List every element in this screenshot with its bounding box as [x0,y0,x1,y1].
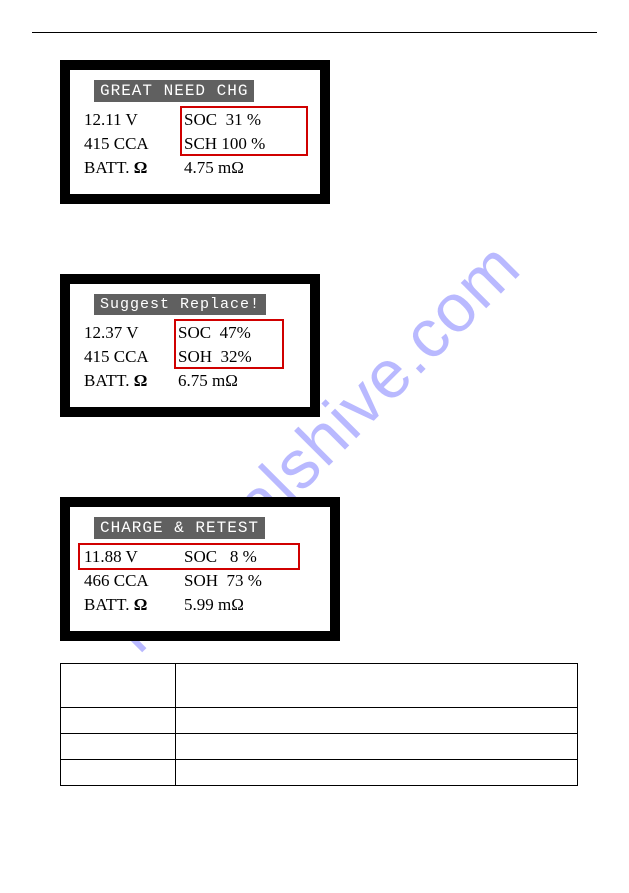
soh-cell: SOH 32% [178,347,296,367]
batt-label: BATT. Ω [84,371,178,391]
readout-grid: 11.88 V SOC 8 % 466 CCA SOH 73 % BATT. Ω… [84,545,316,617]
soh-value: 32% [221,347,252,366]
table-cell [176,664,578,708]
soh-label: SOH [184,571,218,590]
soc-value: 47% [220,323,251,342]
display-title: GREAT NEED CHG [94,80,254,102]
resistance-value: 6.75 mΩ [178,371,296,391]
readout-row: 12.11 V SOC 31 % [84,108,306,132]
voltage-value: 11.88 V [84,547,184,567]
table-cell [61,734,176,760]
sch-cell: SCH 100 % [184,134,306,154]
omega-icon: Ω [134,595,148,614]
soh-label: SOH [178,347,212,366]
readout-row: BATT. Ω 5.99 mΩ [84,593,316,617]
soh-cell: SOH 73 % [184,571,316,591]
page-content: GREAT NEED CHG 12.11 V SOC 31 % 415 CCA … [0,0,629,786]
table-cell [61,664,176,708]
display-title: CHARGE & RETEST [94,517,265,539]
resistance-value: 5.99 mΩ [184,595,316,615]
readout-row: 415 CCA SCH 100 % [84,132,306,156]
batt-label: BATT. Ω [84,595,184,615]
soc-cell: SOC 8 % [184,547,316,567]
table-cell [176,734,578,760]
table-cell [176,708,578,734]
sch-value: 100 % [221,134,265,153]
omega-icon: Ω [134,158,148,177]
table-cell [61,708,176,734]
soh-value: 73 % [227,571,262,590]
table-row [61,708,578,734]
readout-row: 12.37 V SOC 47% [84,321,296,345]
readout-row: 415 CCA SOH 32% [84,345,296,369]
voltage-value: 12.37 V [84,323,178,343]
batt-prefix: BATT. [84,158,130,177]
voltage-value: 12.11 V [84,110,184,130]
cca-value: 415 CCA [84,134,184,154]
readout-row: 11.88 V SOC 8 % [84,545,316,569]
soc-label: SOC [184,547,217,566]
tester-display-3: CHARGE & RETEST 11.88 V SOC 8 % 466 CCA … [60,497,340,641]
table-row [61,664,578,708]
readout-grid: 12.37 V SOC 47% 415 CCA SOH 32% BATT. Ω … [84,321,296,393]
readout-row: BATT. Ω 6.75 mΩ [84,369,296,393]
table-cell [176,760,578,786]
soc-label: SOC [184,110,217,129]
readout-row: BATT. Ω 4.75 mΩ [84,156,306,180]
batt-prefix: BATT. [84,371,130,390]
tester-display-2: Suggest Replace! 12.37 V SOC 47% 415 CCA… [60,274,320,417]
soc-value: 31 % [226,110,261,129]
soc-value: 8 % [230,547,257,566]
cca-value: 415 CCA [84,347,178,367]
readout-grid: 12.11 V SOC 31 % 415 CCA SCH 100 % BATT.… [84,108,306,180]
resistance-value: 4.75 mΩ [184,158,306,178]
soc-cell: SOC 31 % [184,110,306,130]
display-title: Suggest Replace! [94,294,266,315]
table-row [61,760,578,786]
bottom-table [60,663,578,786]
batt-prefix: BATT. [84,595,130,614]
sch-label: SCH [184,134,217,153]
table-cell [61,760,176,786]
batt-label: BATT. Ω [84,158,184,178]
cca-value: 466 CCA [84,571,184,591]
readout-row: 466 CCA SOH 73 % [84,569,316,593]
table-row [61,734,578,760]
soc-label: SOC [178,323,211,342]
soc-cell: SOC 47% [178,323,296,343]
omega-icon: Ω [134,371,148,390]
tester-display-1: GREAT NEED CHG 12.11 V SOC 31 % 415 CCA … [60,60,330,204]
